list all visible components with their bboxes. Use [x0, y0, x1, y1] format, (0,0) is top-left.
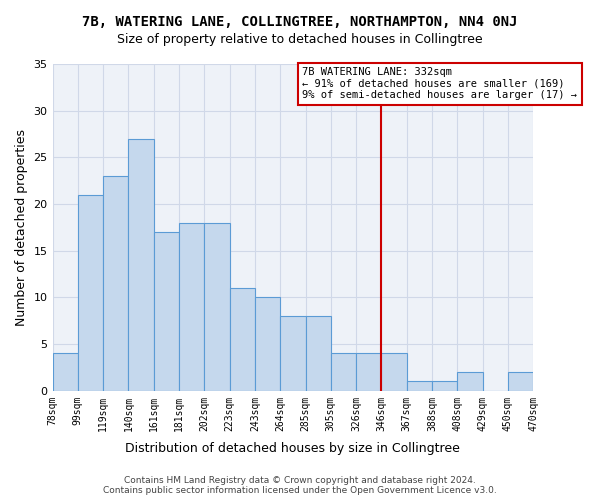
Bar: [128, 138, 154, 391]
Bar: [356, 354, 382, 391]
Text: 7B, WATERING LANE, COLLINGTREE, NORTHAMPTON, NN4 0NJ: 7B, WATERING LANE, COLLINGTREE, NORTHAMP…: [82, 15, 518, 29]
Bar: [305, 316, 331, 391]
Bar: [407, 382, 432, 391]
Bar: [230, 288, 255, 391]
Bar: [432, 382, 457, 391]
Bar: [179, 222, 205, 391]
Text: Size of property relative to detached houses in Collingtree: Size of property relative to detached ho…: [117, 32, 483, 46]
Bar: [154, 232, 179, 391]
Text: 7B WATERING LANE: 332sqm
← 91% of detached houses are smaller (169)
9% of semi-d: 7B WATERING LANE: 332sqm ← 91% of detach…: [302, 68, 577, 100]
Text: Contains HM Land Registry data © Crown copyright and database right 2024.
Contai: Contains HM Land Registry data © Crown c…: [103, 476, 497, 495]
Bar: [255, 298, 280, 391]
Bar: [331, 354, 356, 391]
Bar: [78, 194, 103, 391]
Bar: [103, 176, 128, 391]
Bar: [382, 354, 407, 391]
Bar: [508, 372, 533, 391]
Bar: [457, 372, 482, 391]
Bar: [280, 316, 305, 391]
Bar: [53, 354, 78, 391]
Bar: [205, 222, 230, 391]
Y-axis label: Number of detached properties: Number of detached properties: [15, 129, 28, 326]
X-axis label: Distribution of detached houses by size in Collingtree: Distribution of detached houses by size …: [125, 442, 460, 455]
